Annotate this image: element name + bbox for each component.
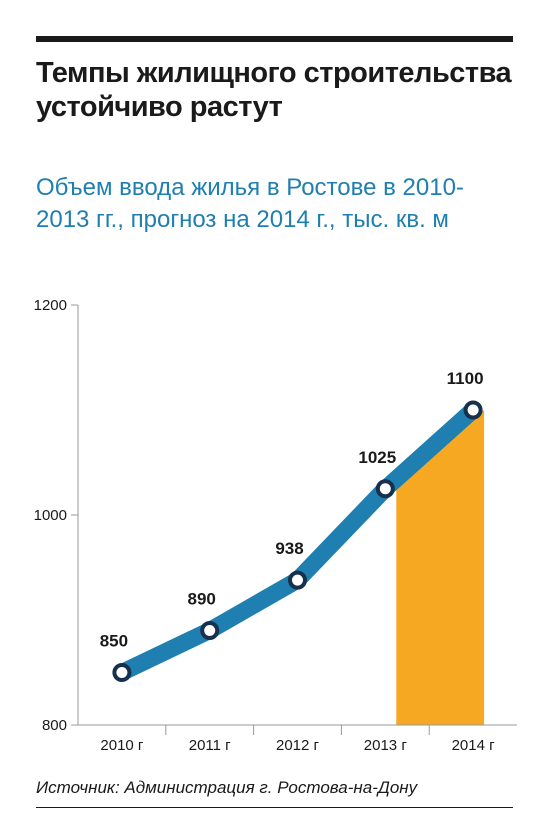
x-tick-label: 2011 г [189,737,231,754]
data-point [375,479,395,499]
data-label: 1100 [447,369,484,388]
x-tick-label: 2014 г [452,737,496,754]
forecast-area [396,410,485,725]
data-label: 938 [275,539,303,558]
top-rule [36,36,513,42]
bottom-rule [36,807,513,808]
x-tick-label: 2012 г [276,737,320,754]
x-tick-label: 2010 г [100,737,144,754]
data-point [463,400,483,420]
y-tick-label: 1200 [34,297,67,314]
source-note: Источник: Администрация г. Ростова-на-До… [36,778,418,797]
y-tick-label: 1000 [34,507,67,524]
data-label: 1025 [358,448,396,467]
data-point [288,570,307,590]
data-label: 890 [188,590,216,609]
chart: 800 1000 1200 2010 г 2011 г 2012 г 2013 г 2014 … [34,297,517,754]
chart-title: Темпы жилищного строительства устойчиво … [36,57,512,123]
data-label: 850 [100,632,128,651]
y-tick-label: 800 [42,717,67,734]
data-point [200,621,220,640]
x-tick-label: 2013 г [364,737,408,754]
data-point [112,663,132,682]
chart-subtitle: Объем ввода жилья в Ростове в 2010-2013 … [36,174,464,233]
